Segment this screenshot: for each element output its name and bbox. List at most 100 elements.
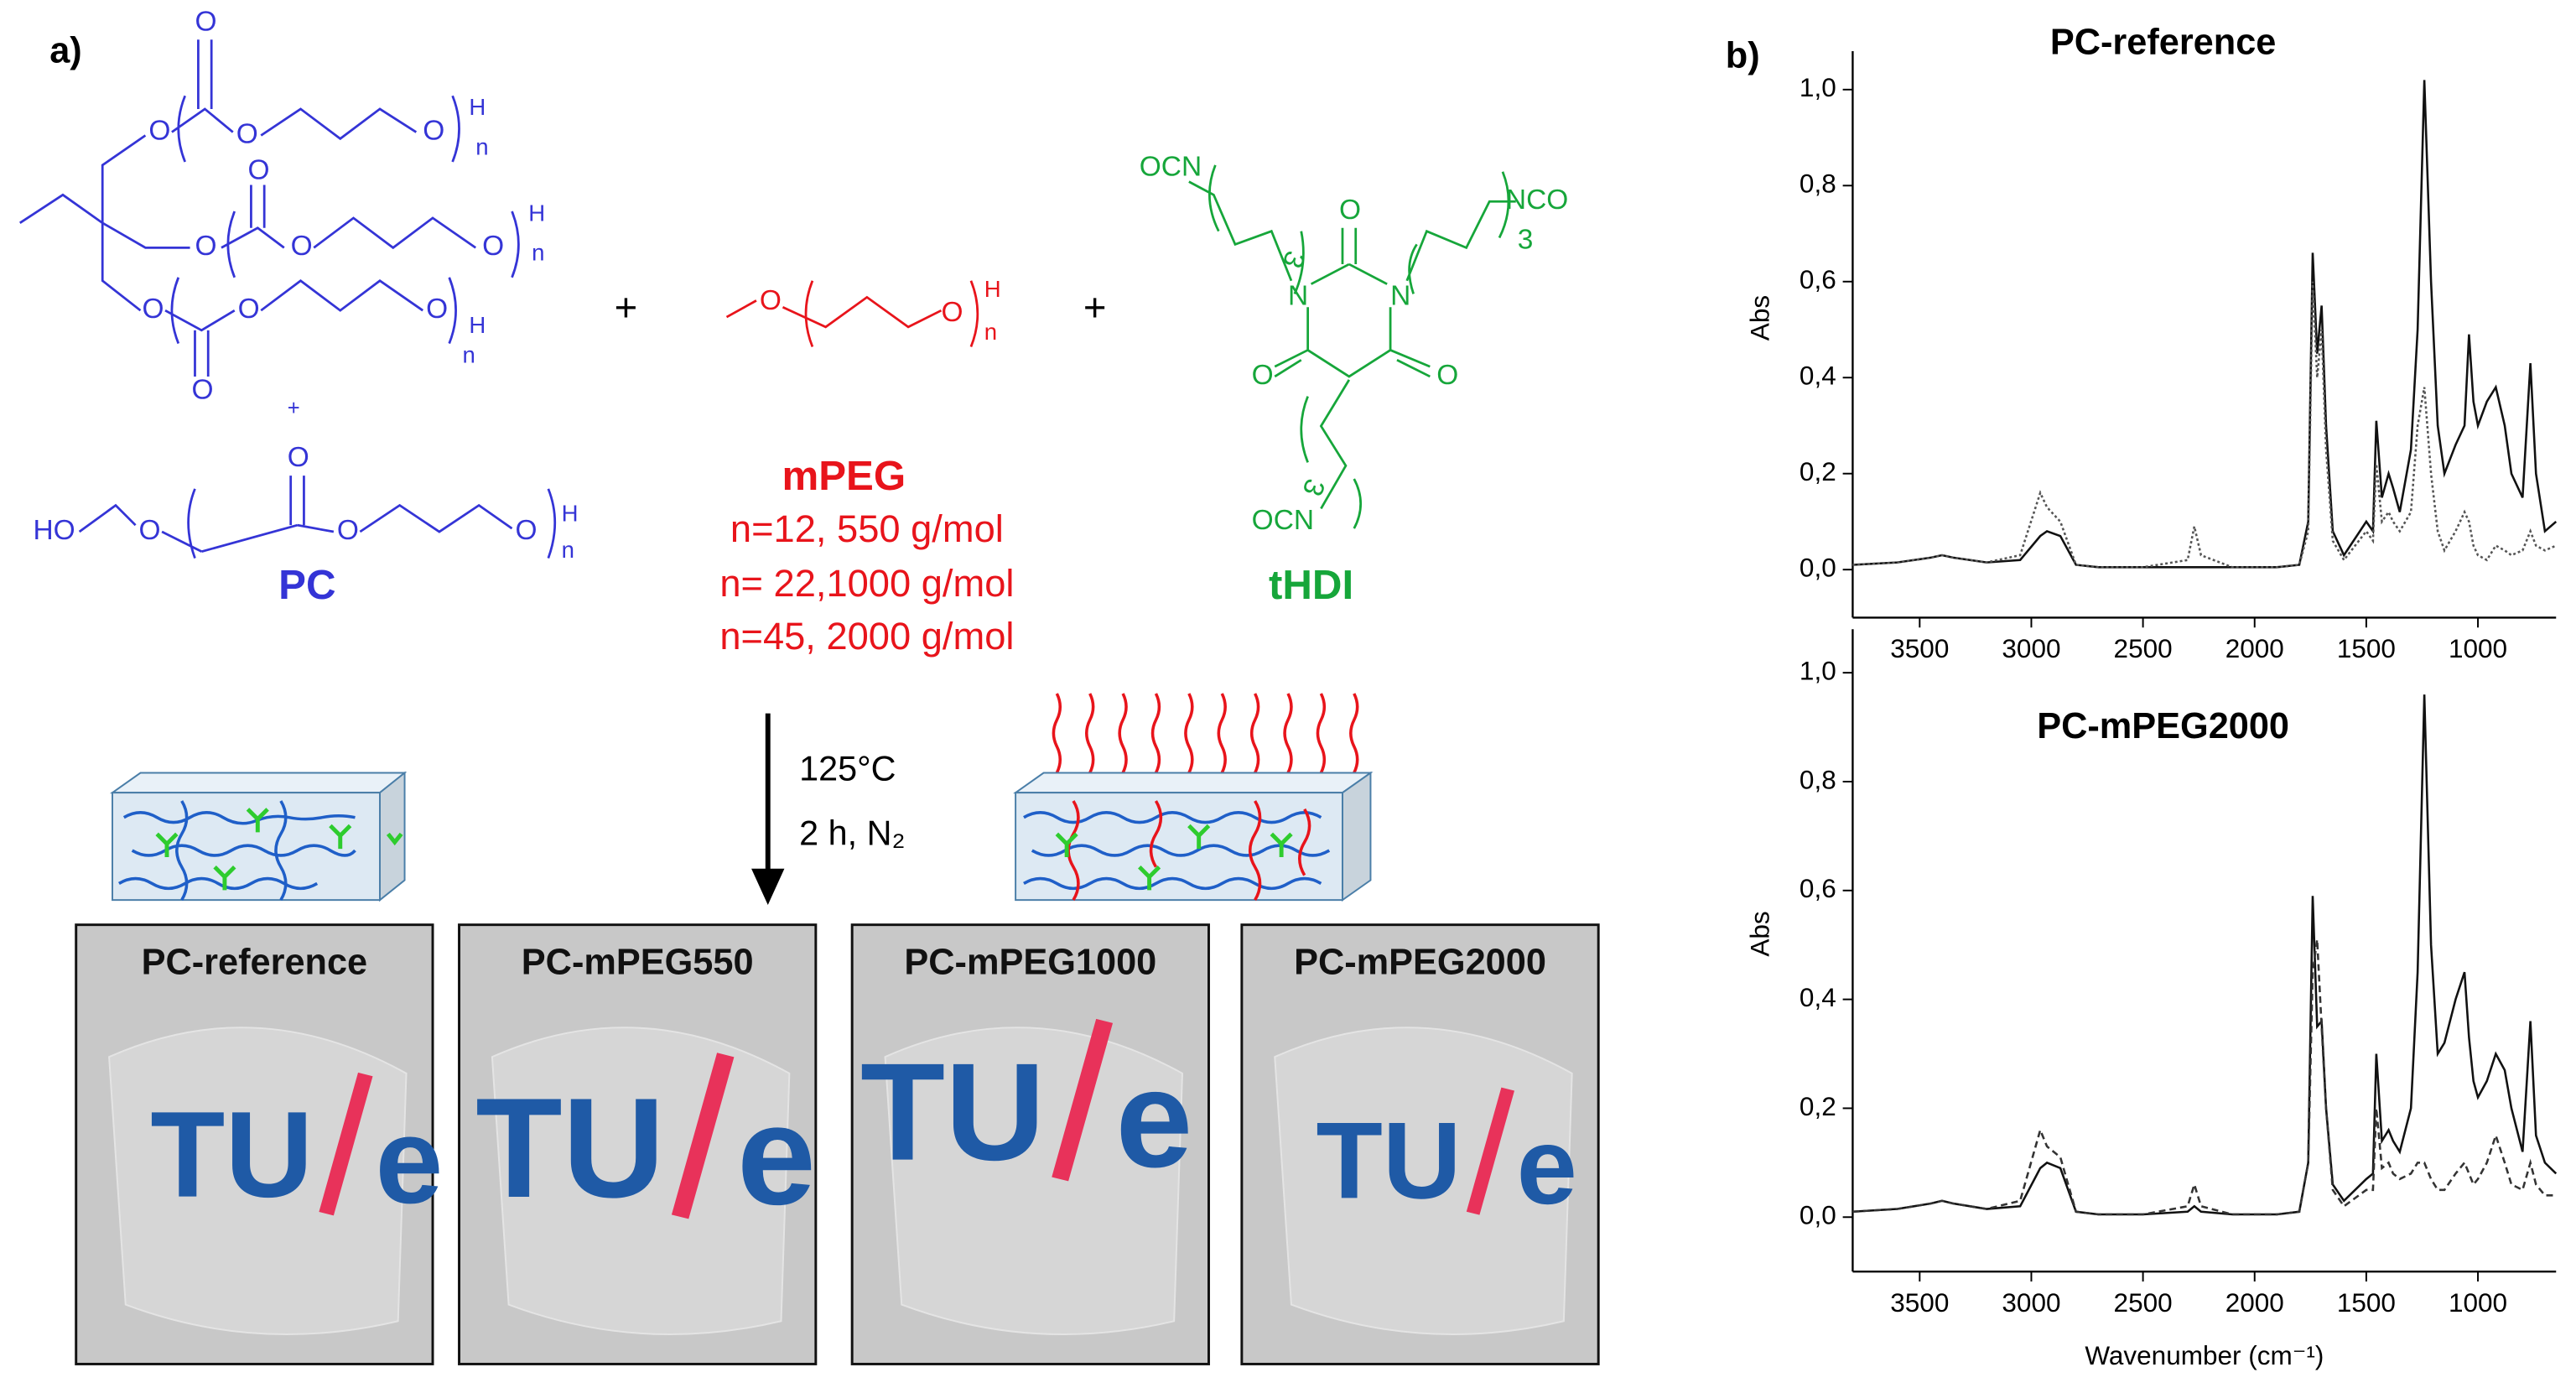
- atom: O: [1436, 360, 1458, 391]
- atom: N: [1288, 280, 1308, 311]
- spacer-count: 3: [1518, 224, 1534, 255]
- bond: [164, 277, 457, 377]
- network-cartoon: [109, 771, 408, 902]
- y-axis-label: Abs: [1744, 295, 1774, 341]
- repeat-unit: n: [532, 240, 544, 266]
- x-tick-label: 2500: [2114, 1287, 2173, 1318]
- bond: [78, 476, 557, 559]
- plus: +: [288, 397, 300, 420]
- shape: [109, 772, 408, 794]
- bond: [171, 39, 460, 163]
- x-tick-label: 1500: [2337, 633, 2396, 663]
- grade: n=45, 2000 g/mol: [719, 615, 1014, 658]
- network-cartoon: [1013, 693, 1374, 902]
- plus: +: [1083, 286, 1107, 330]
- logo-text: e: [737, 1075, 816, 1234]
- film: [884, 1027, 1183, 1335]
- logo-slash: [1466, 1087, 1514, 1215]
- atom: O: [139, 515, 161, 546]
- compound-name: PC: [278, 562, 335, 608]
- plus: +: [615, 286, 638, 330]
- bond: [117, 800, 356, 902]
- condition: 2 h, N₂: [799, 814, 905, 852]
- y-tick-label: 0,2: [1800, 1091, 1836, 1121]
- compound-name: tHDI: [1269, 562, 1353, 608]
- atom: O: [142, 294, 164, 325]
- atom: O: [423, 115, 444, 146]
- sample-label: PC-mPEG1000: [904, 942, 1156, 982]
- atom: H: [984, 276, 1001, 302]
- bond: [1188, 164, 1305, 295]
- y-axis-label: Abs: [1744, 911, 1774, 956]
- bond: [725, 280, 979, 348]
- atom: O: [148, 115, 170, 146]
- x-tick-label: 3000: [2002, 633, 2060, 663]
- y-tick-label: 0,8: [1800, 169, 1836, 199]
- film: [108, 1027, 408, 1335]
- atom: OCN: [1252, 505, 1314, 536]
- x-tick-label: 1500: [2337, 1287, 2396, 1318]
- logo-text: TU: [475, 1068, 665, 1227]
- bond: [1300, 379, 1362, 529]
- atom: H: [469, 312, 486, 338]
- bond: [19, 134, 190, 312]
- atom: NCO: [1506, 185, 1568, 216]
- atom: O: [192, 375, 214, 406]
- panel-label: b): [1726, 35, 1760, 75]
- shape: [1013, 772, 1374, 794]
- repeat-unit: n: [984, 319, 997, 345]
- spectrum-line: [1852, 694, 2558, 1216]
- logo-slash: [1052, 1018, 1114, 1182]
- panel-label: a): [49, 30, 81, 70]
- atom: O: [288, 442, 309, 473]
- spectrum-line: [1852, 939, 2557, 1216]
- sample-label: PC-mPEG550: [522, 942, 754, 982]
- logo-text: e: [375, 1092, 443, 1229]
- bond: [1405, 171, 1516, 294]
- y-tick-label: 0,0: [1800, 553, 1836, 583]
- grade: n=12, 550 g/mol: [730, 507, 1004, 550]
- logo-text: TU: [150, 1086, 313, 1223]
- bond: [1274, 227, 1431, 378]
- sample-label: PC-mPEG2000: [1294, 942, 1546, 982]
- mpeg-structure: O O H n mPEG n=12, 550 g/mol n= 22,1000 …: [719, 276, 1014, 658]
- chart-title: PC-mPEG2000: [2037, 706, 2289, 746]
- condition: 125°C: [799, 749, 896, 788]
- repeat-unit: n: [475, 133, 488, 159]
- spectrum-line: [1852, 80, 2558, 569]
- atom: O: [195, 6, 216, 37]
- logo-text: e: [1115, 1042, 1192, 1197]
- atom: O: [482, 231, 504, 262]
- x-tick-label: 2500: [2114, 633, 2173, 663]
- atom: N: [1390, 280, 1410, 311]
- bond: [1055, 824, 1293, 891]
- grade: n= 22,1000 g/mol: [719, 562, 1014, 605]
- atom: HO: [34, 515, 75, 546]
- atom: O: [337, 515, 359, 546]
- y-tick-label: 0,6: [1800, 264, 1836, 294]
- logo-slash: [671, 1053, 735, 1219]
- spectra: PC-reference 0,0 0,2 0,4 0,6 0,8 1,0 3500 3000 25…: [1744, 23, 2558, 1370]
- atom: O: [195, 231, 216, 262]
- shape: [1015, 792, 1343, 902]
- y-tick-label: 0,6: [1800, 873, 1836, 903]
- logo-slash: [319, 1072, 373, 1216]
- x-tick-label: 1000: [2449, 633, 2507, 663]
- atom: H: [562, 501, 579, 527]
- bond: [1052, 693, 1359, 774]
- x-tick-label: 3000: [2002, 1287, 2060, 1318]
- logo-text: TU: [1316, 1099, 1461, 1221]
- thdi-structure: OCN NCO 3 O N N O O 3 3 OCN tHDI: [1140, 152, 1569, 608]
- y-tick-label: 0,8: [1800, 764, 1836, 794]
- x-tick-label: 3500: [1890, 633, 1949, 663]
- atom: OCN: [1140, 152, 1202, 183]
- repeat-unit: n: [562, 537, 574, 563]
- spectrum-line: [1852, 281, 2557, 569]
- shape: [751, 868, 785, 906]
- atom: O: [515, 515, 537, 546]
- atom: O: [238, 294, 260, 325]
- reaction-arrow: 125°C 2 h, N₂: [751, 713, 906, 906]
- atom: H: [528, 200, 545, 226]
